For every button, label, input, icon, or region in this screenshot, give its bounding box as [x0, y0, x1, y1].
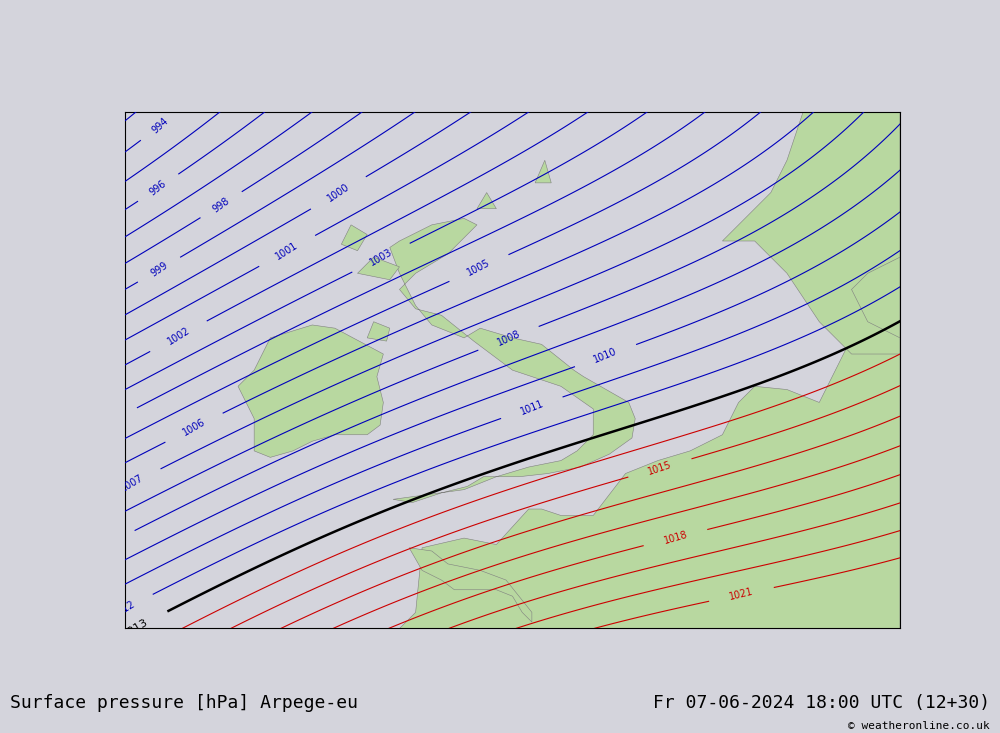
Text: 1013: 1013 — [121, 616, 150, 639]
Text: 1009: 1009 — [93, 534, 119, 556]
Text: 1008: 1008 — [495, 328, 522, 348]
Text: 1017: 1017 — [158, 699, 184, 720]
Text: 994: 994 — [150, 116, 170, 136]
Text: 992: 992 — [0, 171, 14, 190]
Polygon shape — [390, 218, 635, 503]
Polygon shape — [341, 225, 367, 251]
Text: © weatheronline.co.uk: © weatheronline.co.uk — [848, 721, 990, 731]
Polygon shape — [383, 251, 900, 710]
Text: 1012: 1012 — [111, 599, 137, 619]
Text: 1001: 1001 — [274, 240, 300, 262]
Polygon shape — [535, 161, 551, 183]
Polygon shape — [409, 548, 532, 622]
Text: 1006: 1006 — [181, 417, 207, 438]
Text: 991: 991 — [17, 126, 37, 146]
Text: 998: 998 — [211, 195, 232, 214]
Text: 1000: 1000 — [325, 182, 351, 204]
Text: 1015: 1015 — [647, 460, 673, 476]
Text: 1010: 1010 — [592, 346, 619, 365]
Polygon shape — [477, 193, 496, 209]
Polygon shape — [238, 325, 383, 457]
Polygon shape — [357, 257, 399, 280]
Text: 1003: 1003 — [368, 247, 394, 268]
Text: 997: 997 — [89, 243, 110, 262]
Text: 1007: 1007 — [119, 473, 145, 494]
Polygon shape — [722, 63, 900, 354]
Text: 996: 996 — [148, 178, 169, 197]
Text: 1011: 1011 — [519, 399, 545, 417]
Text: 1005: 1005 — [466, 258, 492, 278]
Text: 1018: 1018 — [662, 529, 689, 546]
Text: 993: 993 — [71, 144, 92, 164]
Text: 1014: 1014 — [127, 640, 153, 661]
Text: 1021: 1021 — [728, 586, 755, 602]
Polygon shape — [270, 693, 674, 733]
Text: 995: 995 — [28, 228, 49, 247]
Text: 999: 999 — [149, 260, 169, 279]
Polygon shape — [367, 322, 390, 341]
Text: Surface pressure [hPa] Arpege-eu: Surface pressure [hPa] Arpege-eu — [10, 694, 358, 712]
Text: 1002: 1002 — [165, 325, 192, 347]
Text: 1004: 1004 — [95, 412, 122, 433]
Text: 1016: 1016 — [82, 713, 108, 733]
Text: Fr 07-06-2024 18:00 UTC (12+30): Fr 07-06-2024 18:00 UTC (12+30) — [653, 694, 990, 712]
